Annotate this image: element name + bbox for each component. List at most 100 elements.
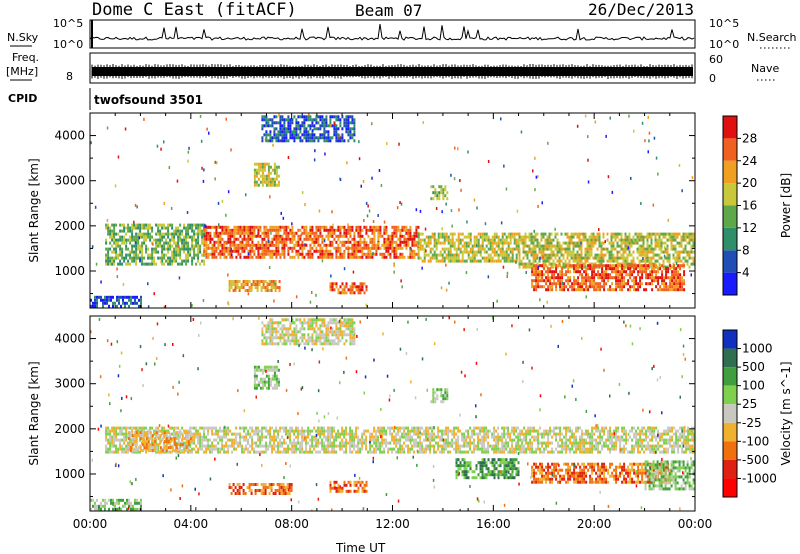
heatmap-cell	[503, 253, 506, 257]
heatmap-cell	[602, 253, 605, 257]
heatmap-cell	[109, 441, 112, 445]
heatmap-cell	[445, 238, 448, 242]
heatmap-cell	[359, 438, 362, 442]
heatmap-cell	[315, 444, 318, 448]
heatmap-cell	[556, 232, 559, 236]
heatmap-cell	[197, 250, 200, 254]
heatmap-cell	[481, 256, 484, 260]
colorbar-segment	[723, 227, 737, 251]
heatmap-cell	[169, 432, 172, 436]
heatmap-cell	[640, 202, 642, 205]
heatmap-cell	[291, 447, 294, 451]
heatmap-cell	[595, 264, 598, 268]
heatmap-cell	[255, 426, 258, 430]
heatmap-cell	[173, 238, 176, 242]
heatmap-cell	[581, 264, 584, 268]
heatmap-cell	[181, 244, 184, 248]
heatmap-cell	[603, 288, 606, 292]
heatmap-cell	[537, 265, 539, 269]
heatmap-cell	[369, 432, 372, 436]
heatmap-cell	[361, 438, 364, 442]
heatmap-cell	[616, 235, 619, 239]
heatmap-cell	[590, 232, 593, 236]
heatmap-cell	[271, 249, 274, 253]
heatmap-cell	[632, 235, 635, 239]
heatmap-cell	[197, 447, 200, 451]
heatmap-cell	[548, 262, 551, 266]
heatmap-cell	[333, 130, 336, 134]
heatmap-cell	[163, 235, 166, 239]
heatmap-cell	[675, 267, 678, 271]
heatmap-cell	[285, 118, 288, 122]
heatmap-cell	[249, 234, 252, 238]
heatmap-cell	[313, 240, 316, 244]
heatmap-cell	[401, 252, 404, 256]
heatmap-cell	[427, 235, 430, 239]
heatmap-cell	[357, 240, 360, 244]
heatmap-cell	[325, 252, 328, 256]
heatmap-cell	[520, 130, 523, 134]
heatmap-cell	[331, 429, 334, 433]
heatmap-cell	[295, 133, 298, 137]
heatmap-cell	[553, 270, 556, 274]
heatmap-cell	[337, 255, 340, 259]
heatmap-cell	[377, 246, 380, 250]
heatmap-cell	[171, 232, 174, 236]
heatmap-cell	[169, 241, 172, 245]
heatmap-cell	[511, 247, 514, 251]
heatmap-cell	[111, 238, 114, 242]
heatmap-cell	[253, 231, 256, 235]
heatmap-cell	[417, 232, 420, 236]
heatmap-cell	[423, 238, 426, 242]
heatmap-cell	[211, 249, 214, 253]
heatmap-cell	[269, 195, 271, 199]
heatmap-cell	[661, 273, 664, 277]
heatmap-cell	[265, 450, 268, 454]
heatmap-cell	[556, 250, 559, 254]
heatmap-cell	[639, 264, 642, 268]
heatmap-cell	[209, 447, 212, 451]
heatmap-cell	[275, 429, 278, 433]
heatmap-cell	[612, 244, 615, 248]
heatmap-cell	[175, 232, 178, 236]
heatmap-cell	[549, 276, 552, 280]
heatmap-cell	[674, 232, 677, 236]
heatmap-cell	[636, 238, 639, 242]
heatmap-cell	[109, 444, 112, 448]
heatmap-cell	[469, 232, 472, 236]
heatmap-cell	[305, 450, 308, 454]
heatmap-cell	[213, 447, 216, 451]
heatmap-cell	[654, 259, 657, 263]
heatmap-cell	[560, 265, 563, 269]
heatmap-cell	[628, 253, 631, 257]
heatmap-cell	[439, 232, 442, 236]
heatmap-cell	[289, 441, 292, 445]
heatmap-cell	[303, 237, 306, 241]
heatmap-cell	[602, 232, 605, 236]
heatmap-cell	[135, 244, 138, 248]
heatmap-cell	[269, 124, 272, 128]
heatmap-cell	[289, 127, 292, 131]
heatmap-cell	[395, 234, 398, 238]
y-tick-label: 2000	[54, 219, 85, 233]
heatmap-cell	[377, 228, 380, 232]
heatmap-cell	[303, 429, 306, 433]
heatmap-cell	[134, 298, 136, 302]
heatmap-cell	[229, 243, 232, 247]
heatmap-cell	[608, 250, 611, 254]
heatmap-cell	[151, 235, 154, 239]
heatmap-cell	[341, 127, 344, 131]
heatmap-cell	[261, 435, 264, 439]
heatmap-cell	[293, 447, 296, 451]
heatmap-cell	[555, 267, 558, 271]
heatmap-cell	[660, 244, 663, 248]
heatmap-cell	[353, 127, 356, 131]
heatmap-cell	[361, 282, 364, 286]
heatmap-cell	[349, 255, 352, 259]
heatmap-cell	[317, 234, 320, 238]
heatmap-cell	[391, 450, 394, 454]
heatmap-cell	[324, 152, 326, 156]
heatmap-cell	[423, 253, 426, 257]
heatmap-cell	[261, 165, 264, 169]
heatmap-cell	[299, 243, 302, 247]
